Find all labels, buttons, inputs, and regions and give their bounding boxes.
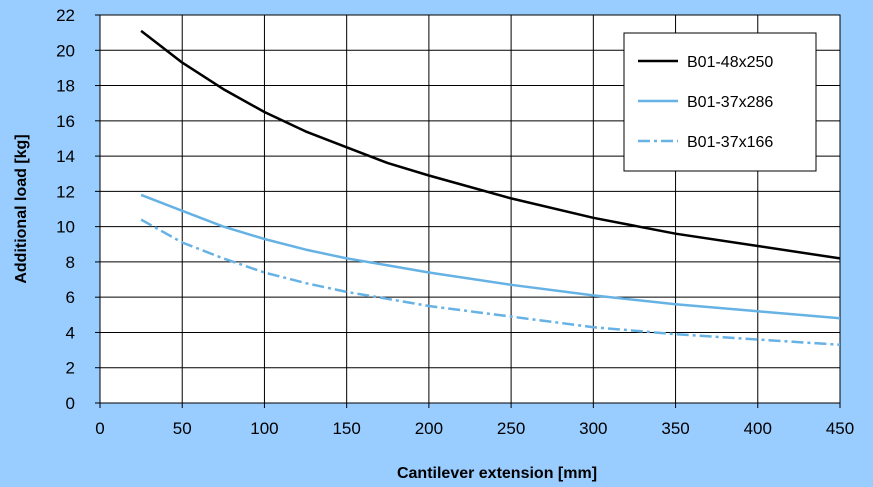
y-tick-label: 4: [66, 323, 75, 342]
x-axis-ticks: 0 50 100 150 200 250 300 350 400 450: [95, 403, 854, 438]
x-tick-label: 50: [173, 419, 192, 438]
x-tick-label: 300: [579, 419, 607, 438]
y-axis-ticks: 0 2 4 6 8 10 12 14 16 18 20 22: [56, 6, 100, 413]
legend-label-0: B01-48x250: [687, 54, 773, 71]
series-line-2: [140, 218, 841, 347]
y-tick-label: 14: [56, 147, 75, 166]
y-tick-label: 6: [66, 288, 75, 307]
x-tick-label: 450: [826, 419, 854, 438]
y-tick-label: 22: [56, 6, 75, 25]
x-axis-title: Cantilever extension [mm]: [397, 465, 597, 482]
legend: B01-48x250 B01-37x286 B01-37x166: [623, 32, 817, 172]
y-tick-label: 8: [66, 253, 75, 272]
x-tick-label: 200: [415, 419, 443, 438]
x-tick-label: 100: [250, 419, 278, 438]
x-tick-label: 400: [744, 419, 772, 438]
y-axis-title: Additional load [kg]: [13, 134, 30, 283]
legend-label-2: B01-37x166: [687, 134, 773, 151]
series-line-0: [140, 29, 841, 260]
x-tick-label: 250: [497, 419, 525, 438]
x-tick-label: 150: [332, 419, 360, 438]
y-tick-label: 12: [56, 182, 75, 201]
x-tick-label: 0: [95, 419, 104, 438]
grid-lines: [99, 14, 841, 404]
legend-label-1: B01-37x286: [687, 94, 773, 111]
y-tick-label: 0: [66, 394, 75, 413]
series-layer: [140, 29, 841, 347]
y-tick-label: 18: [56, 77, 75, 96]
y-tick-label: 10: [56, 218, 75, 237]
y-tick-label: 2: [66, 359, 75, 378]
y-tick-label: 16: [56, 112, 75, 131]
series-line-1: [140, 193, 841, 320]
y-tick-label: 20: [56, 41, 75, 60]
x-tick-label: 350: [661, 419, 689, 438]
